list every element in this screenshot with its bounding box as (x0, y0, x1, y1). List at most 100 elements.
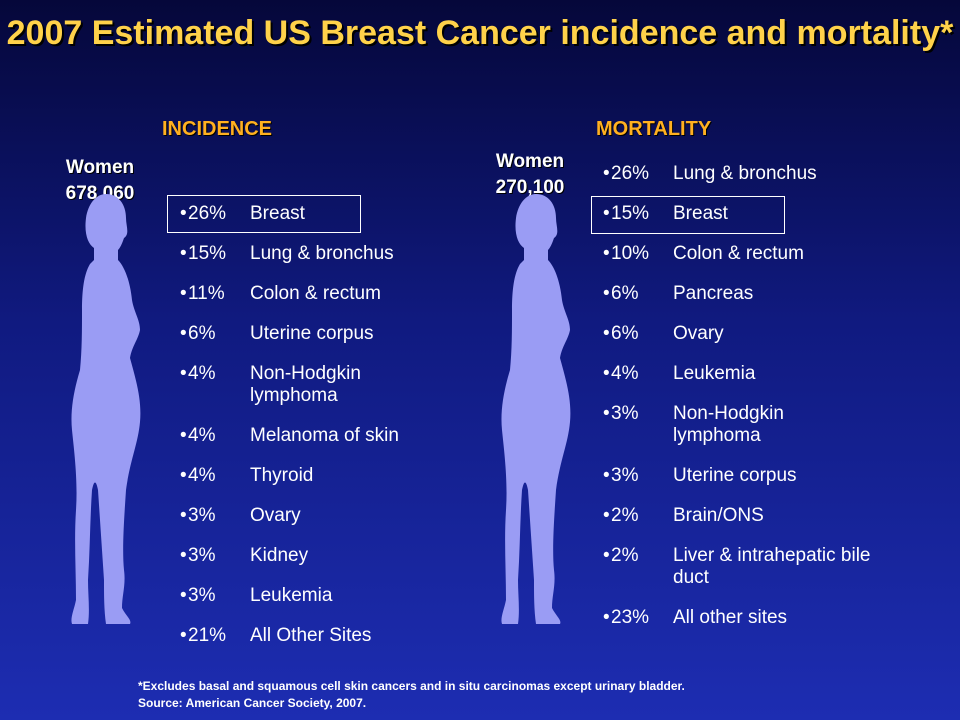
mortality-heading: MORTALITY (596, 118, 712, 140)
bullet-icon: • (603, 403, 610, 424)
bullet-icon: • (603, 607, 610, 628)
percent-value: 4% (188, 363, 216, 384)
bullet-icon: • (180, 363, 187, 384)
incidence-list-item: • 4% Melanoma of skin (180, 425, 410, 447)
slide-title: 2007 Estimated US Breast Cancer incidenc… (6, 14, 954, 52)
percent-value: 23% (611, 607, 650, 628)
mortality-women-count: 270,100 (495, 177, 565, 198)
percent-value: 2% (611, 545, 639, 566)
cancer-site: Non-Hodgkin lymphoma (250, 363, 361, 406)
percent-value: 2% (611, 505, 639, 526)
percent-value: 6% (611, 323, 639, 344)
percent-value: 3% (188, 505, 216, 526)
bullet-icon: • (603, 545, 610, 566)
mortality-list-item: • 2% Liver & intrahepatic bile duct (603, 545, 873, 589)
incidence-list-item: • 4% Thyroid (180, 465, 410, 487)
cancer-site: Leukemia (250, 585, 333, 606)
incidence-women-text: Women (65, 157, 135, 178)
cancer-site: All Other Sites (250, 625, 372, 646)
bullet-icon: • (180, 203, 187, 224)
bullet-icon: • (603, 323, 610, 344)
cancer-site: Kidney (250, 545, 309, 566)
cancer-site: Non-Hodgkin lymphoma (673, 403, 784, 446)
incidence-list-item: • 15% Lung & bronchus (180, 243, 410, 265)
percent-value: 3% (611, 403, 639, 424)
incidence-list-item: • 26% Breast (180, 203, 410, 225)
bullet-icon: • (180, 585, 187, 606)
mortality-women-label: Women 270,100 (480, 149, 580, 201)
percent-value: 11% (188, 283, 225, 304)
cancer-site: Pancreas (673, 283, 754, 304)
mortality-list-item: • 2% Brain/ONS (603, 505, 873, 527)
percent-value: 26% (611, 163, 650, 184)
cancer-site: Ovary (673, 323, 724, 344)
bullet-icon: • (603, 203, 610, 224)
incidence-list-item: • 21% All Other Sites (180, 625, 410, 647)
mortality-list-item: • 3% Uterine corpus (603, 465, 873, 487)
cancer-site: Thyroid (250, 465, 314, 486)
cancer-site: All other sites (673, 607, 788, 628)
incidence-list-item: • 4% Non-Hodgkin lymphoma (180, 363, 410, 407)
incidence-list-item: • 11% Colon & rectum (180, 283, 410, 305)
bullet-icon: • (603, 243, 610, 264)
percent-value: 3% (611, 465, 639, 486)
cancer-site: Brain/ONS (673, 505, 764, 526)
bullet-icon: • (180, 625, 187, 646)
cancer-site: Liver & intrahepatic bile duct (673, 545, 871, 588)
mortality-list-item: • 15% Breast (603, 203, 873, 225)
percent-value: 3% (188, 585, 216, 606)
bullet-icon: • (180, 243, 187, 264)
incidence-list-item: • 3% Kidney (180, 545, 410, 567)
percent-value: 26% (188, 203, 227, 224)
incidence-list-item: • 6% Uterine corpus (180, 323, 410, 345)
mortality-list-item: • 23% All other sites (603, 607, 873, 629)
cancer-site: Ovary (250, 505, 301, 526)
cancer-site: Uterine corpus (673, 465, 797, 486)
incidence-list: • 26% Breast • 15% Lung & bronchus • 11% Colon &… (180, 203, 410, 647)
footnote-source: Source: American Cancer Society, 2007. (138, 696, 367, 710)
bullet-icon: • (180, 505, 187, 526)
bullet-icon: • (180, 323, 187, 344)
cancer-site: Uterine corpus (250, 323, 374, 344)
mortality-women-text: Women (495, 151, 565, 172)
percent-value: 4% (188, 465, 216, 486)
cancer-site: Colon & rectum (673, 243, 804, 264)
percent-value: 15% (188, 243, 227, 264)
bullet-icon: • (603, 465, 610, 486)
incidence-list-item: • 3% Ovary (180, 505, 410, 527)
incidence-heading: INCIDENCE (162, 118, 273, 140)
percent-value: 4% (611, 363, 639, 384)
percent-value: 6% (188, 323, 216, 344)
percent-value: 3% (188, 545, 216, 566)
incidence-list-item: • 3% Leukemia (180, 585, 410, 607)
bullet-icon: • (180, 283, 187, 304)
cancer-site: Lung & bronchus (250, 243, 394, 264)
footnote-exclusions: *Excludes basal and squamous cell skin c… (138, 679, 685, 693)
cancer-site: Lung & bronchus (673, 163, 817, 184)
percent-value: 6% (611, 283, 639, 304)
mortality-list: • 26% Lung & bronchus • 15% Breast • 10% Colon &… (603, 163, 873, 629)
woman-silhouette-icon (501, 194, 571, 624)
cancer-site: Colon & rectum (250, 283, 381, 304)
cancer-site: Melanoma of skin (250, 425, 399, 446)
bullet-icon: • (603, 363, 610, 384)
bullet-icon: • (180, 545, 187, 566)
woman-silhouette-icon (71, 194, 141, 624)
mortality-list-item: • 6% Ovary (603, 323, 873, 345)
bullet-icon: • (180, 465, 187, 486)
percent-value: 15% (611, 203, 650, 224)
mortality-list-item: • 4% Leukemia (603, 363, 873, 385)
mortality-list-item: • 26% Lung & bronchus (603, 163, 873, 185)
percent-value: 10% (611, 243, 650, 264)
mortality-list-item: • 10% Colon & rectum (603, 243, 873, 265)
cancer-site: Leukemia (673, 363, 756, 384)
cancer-site: Breast (673, 203, 728, 224)
bullet-icon: • (603, 505, 610, 526)
bullet-icon: • (603, 163, 610, 184)
bullet-icon: • (603, 283, 610, 304)
percent-value: 21% (188, 625, 227, 646)
mortality-list-item: • 6% Pancreas (603, 283, 873, 305)
cancer-site: Breast (250, 203, 305, 224)
bullet-icon: • (180, 425, 187, 446)
percent-value: 4% (188, 425, 216, 446)
